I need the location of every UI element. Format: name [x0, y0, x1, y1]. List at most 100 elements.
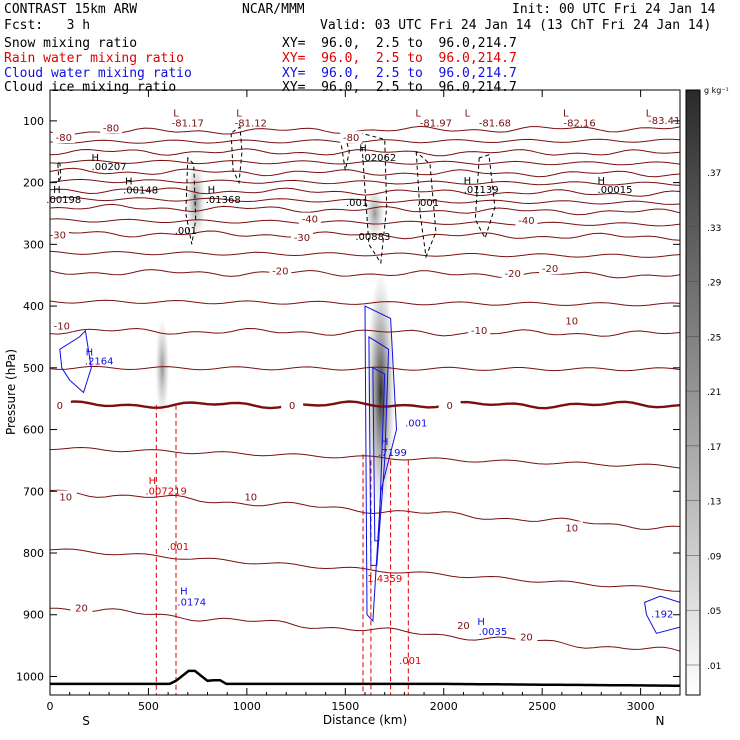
label-bg [298, 212, 321, 225]
extremum-label: .001 [346, 198, 368, 209]
field-xy-snow: XY= 96.0, 2.5 to 96.0,214.7 [282, 36, 517, 51]
isotherm-label: -20 [504, 269, 520, 280]
extremum-label: .00015 [598, 185, 633, 196]
isotherm--40 [50, 203, 680, 216]
label-bg [515, 213, 538, 226]
colorbar-tick-label: .21 [707, 388, 721, 398]
extremum-label: .001 [417, 198, 439, 209]
north-label: N [656, 714, 665, 728]
extremum-label: .01139 [464, 185, 499, 196]
isotherm-minor [50, 446, 680, 469]
center-title: NCAR/MMM [242, 2, 305, 17]
y-tick-label: 100 [23, 115, 44, 128]
init-time: Init: 00 UTC Fri 24 Jan 14 [512, 2, 716, 17]
isotherm-label: 20 [457, 621, 470, 632]
extremum-label: .192 [651, 610, 673, 621]
extremum-label: H [597, 176, 605, 187]
x-tick-label: 1000 [233, 700, 261, 713]
extremum-label: H [180, 586, 188, 597]
isotherm-label: 0 [446, 401, 452, 412]
cloud-water-contour [644, 595, 680, 634]
x-tick-label: 3000 [627, 700, 655, 713]
colorbar-tick-label: .29 [707, 279, 722, 289]
isotherm-label: 10 [565, 523, 578, 534]
label-bg [100, 121, 123, 134]
isotherm-label: 20 [520, 633, 533, 644]
colorbar-tick-label: .25 [707, 333, 721, 343]
extremum-label: .001 [175, 226, 197, 237]
label-bg [438, 399, 461, 412]
isotherm--20 [50, 269, 680, 279]
extremum-label: -82.16 [563, 118, 595, 129]
field-name-rain: Rain water mixing ratio [4, 51, 185, 66]
extremum-label: .02062 [361, 153, 396, 164]
isotherm-label: -30 [294, 233, 310, 244]
x-axis-label: Distance (km) [323, 713, 407, 727]
label-bg [269, 264, 292, 277]
label-bg [340, 131, 363, 144]
extremum-label: .7199 [378, 448, 407, 459]
snow-ice-contour [185, 156, 197, 245]
label-bg [239, 490, 262, 503]
valid-time: Valid: 03 UTC Fri 24 Jan 14 (13 ChT Fri … [320, 18, 712, 33]
extremum-label: .0174 [177, 597, 206, 608]
extremum-label: .0035 [479, 627, 508, 638]
extremum-label: .001 [167, 542, 189, 553]
isotherm--60 [50, 167, 680, 178]
extremum-label: L [646, 108, 652, 119]
snow-ice-contour [230, 126, 243, 185]
y-tick-label: 200 [23, 177, 44, 190]
x-tick-label: 2000 [430, 700, 458, 713]
field-name-cloud-water: Cloud water mixing ratio [4, 66, 192, 81]
extremum-label: 1.4359 [367, 574, 402, 585]
isotherm-minor [50, 196, 680, 205]
extremum-label: L [236, 108, 242, 119]
mixing-ratio-shading [155, 161, 395, 513]
snow-ice-contour [57, 159, 62, 183]
isotherm-minor [50, 138, 680, 144]
extremum-label: H [53, 185, 61, 196]
isotherm-minor [50, 178, 680, 186]
terrain-line [50, 669, 680, 687]
y-tick-label: 400 [23, 300, 44, 313]
y-tick-label: 1000 [16, 670, 44, 683]
label-bg [281, 399, 304, 412]
cloud-water-contour [372, 366, 386, 542]
label-bg [539, 262, 562, 275]
isotherm-label: 10 [565, 317, 578, 328]
snow-ice-contour [360, 132, 388, 265]
extremum-label: H [359, 144, 367, 155]
isotherm-label: -40 [518, 216, 534, 227]
extremum-label: .001 [399, 656, 421, 667]
colorbar-tick-label: .33 [707, 224, 721, 234]
y-tick-label: 500 [23, 362, 44, 375]
isotherm-label: 20 [75, 604, 88, 615]
extremum-label: H [92, 153, 100, 164]
isotherm-minor [50, 548, 680, 592]
isotherm-minor [50, 299, 680, 307]
contour-labels: -80 -80 -80 -40 -40 -30 -30 -20 -20 -20 -10 -10 10 0 0… [46, 108, 680, 667]
field-xy-cloud-ice: XY= 96.0, 2.5 to 96.0,214.7 [282, 80, 517, 95]
colorbar-tick-label: .05 [707, 607, 721, 617]
isotherm-minor [50, 250, 680, 258]
axes: 0 500 1000 1500 2000 2500 30001002003004005006… [16, 90, 680, 713]
label-bg [515, 630, 538, 643]
cloud-water-contour [368, 335, 390, 566]
isotherm-label: -30 [50, 231, 66, 242]
extremum-label: L [173, 108, 179, 119]
label-bg [46, 228, 69, 241]
label-bg [70, 601, 93, 614]
isotherm-20 [50, 607, 680, 652]
isotherm-minor [50, 218, 680, 227]
cloud-water-contour [59, 329, 92, 394]
forecast-hour: Fcst: 3 h [4, 18, 91, 33]
field-name-snow: Snow mixing ratio [4, 36, 138, 51]
isotherm-label: -20 [542, 264, 558, 275]
isotherm-10 [50, 489, 680, 530]
extremum-label: H [208, 185, 216, 196]
extremum-label: .00207 [92, 162, 127, 173]
extremum-label: H [464, 176, 472, 187]
label-bg [50, 319, 73, 332]
extremum-label: L [415, 108, 421, 119]
isotherm-label: -80 [343, 133, 359, 144]
